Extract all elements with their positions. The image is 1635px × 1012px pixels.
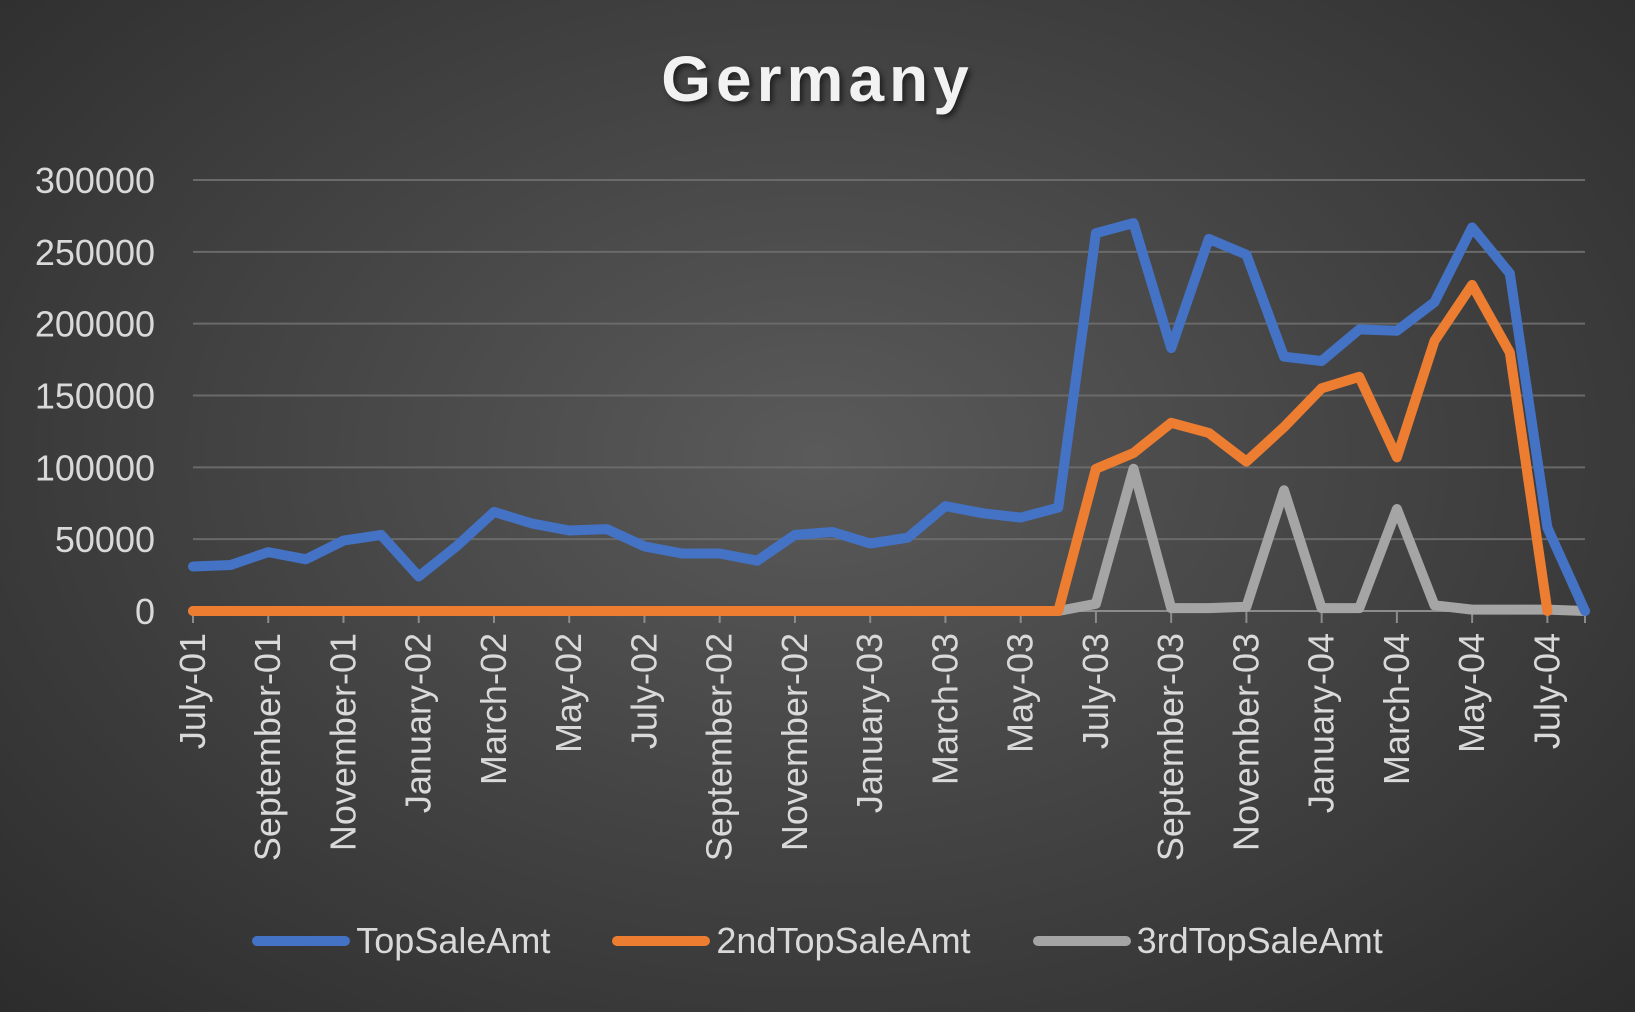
y-tick-label: 200000 — [35, 304, 155, 345]
legend-swatch — [252, 936, 351, 946]
x-tick-label: September-03 — [1150, 633, 1191, 861]
legend-label: 3rdTopSaleAmt — [1136, 920, 1383, 961]
x-tick-label: September-01 — [247, 633, 288, 861]
legend-item: TopSaleAmt — [252, 920, 550, 962]
x-tick-label: September-02 — [699, 633, 740, 861]
x-tick-label: January-03 — [849, 633, 890, 813]
series-line-TopSaleAmt — [188, 218, 1590, 616]
x-tick-label: March-02 — [473, 633, 514, 785]
y-tick-label: 0 — [135, 591, 155, 632]
x-tick-label: May-04 — [1451, 633, 1492, 753]
legend: TopSaleAmt 2ndTopSaleAmt 3rdTopSaleAmt — [0, 920, 1635, 962]
chart-title: Germany — [661, 43, 974, 115]
x-tick-label: July-04 — [1526, 633, 1567, 749]
x-tick-label: November-02 — [774, 633, 815, 851]
y-tick-label: 300000 — [35, 160, 155, 201]
y-tick-label: 250000 — [35, 232, 155, 273]
x-tick-label: January-04 — [1301, 633, 1342, 813]
y-tick-label: 150000 — [35, 376, 155, 417]
legend-label: TopSaleAmt — [356, 920, 551, 961]
x-tick-label: July-01 — [172, 633, 213, 749]
legend-item: 2ndTopSaleAmt — [612, 920, 971, 962]
legend-label: 2ndTopSaleAmt — [716, 920, 971, 961]
x-tick-label: March-04 — [1376, 633, 1417, 785]
x-tick-label: November-01 — [322, 633, 363, 851]
legend-item: 3rdTopSaleAmt — [1032, 920, 1383, 962]
y-tick-label: 50000 — [55, 519, 155, 560]
x-tick-label: January-02 — [398, 633, 439, 813]
x-tick-label: July-02 — [623, 633, 664, 749]
y-tick-label: 100000 — [35, 447, 155, 488]
x-tick-label: May-02 — [548, 633, 589, 753]
x-tick-label: July-03 — [1075, 633, 1116, 749]
legend-swatch — [612, 936, 711, 946]
x-tick-label: May-03 — [1000, 633, 1041, 753]
x-tick-label: November-03 — [1225, 633, 1266, 851]
x-tick-label: March-03 — [924, 633, 965, 785]
legend-swatch — [1032, 936, 1131, 946]
series-line-2ndTopSaleAmt — [188, 279, 1553, 616]
